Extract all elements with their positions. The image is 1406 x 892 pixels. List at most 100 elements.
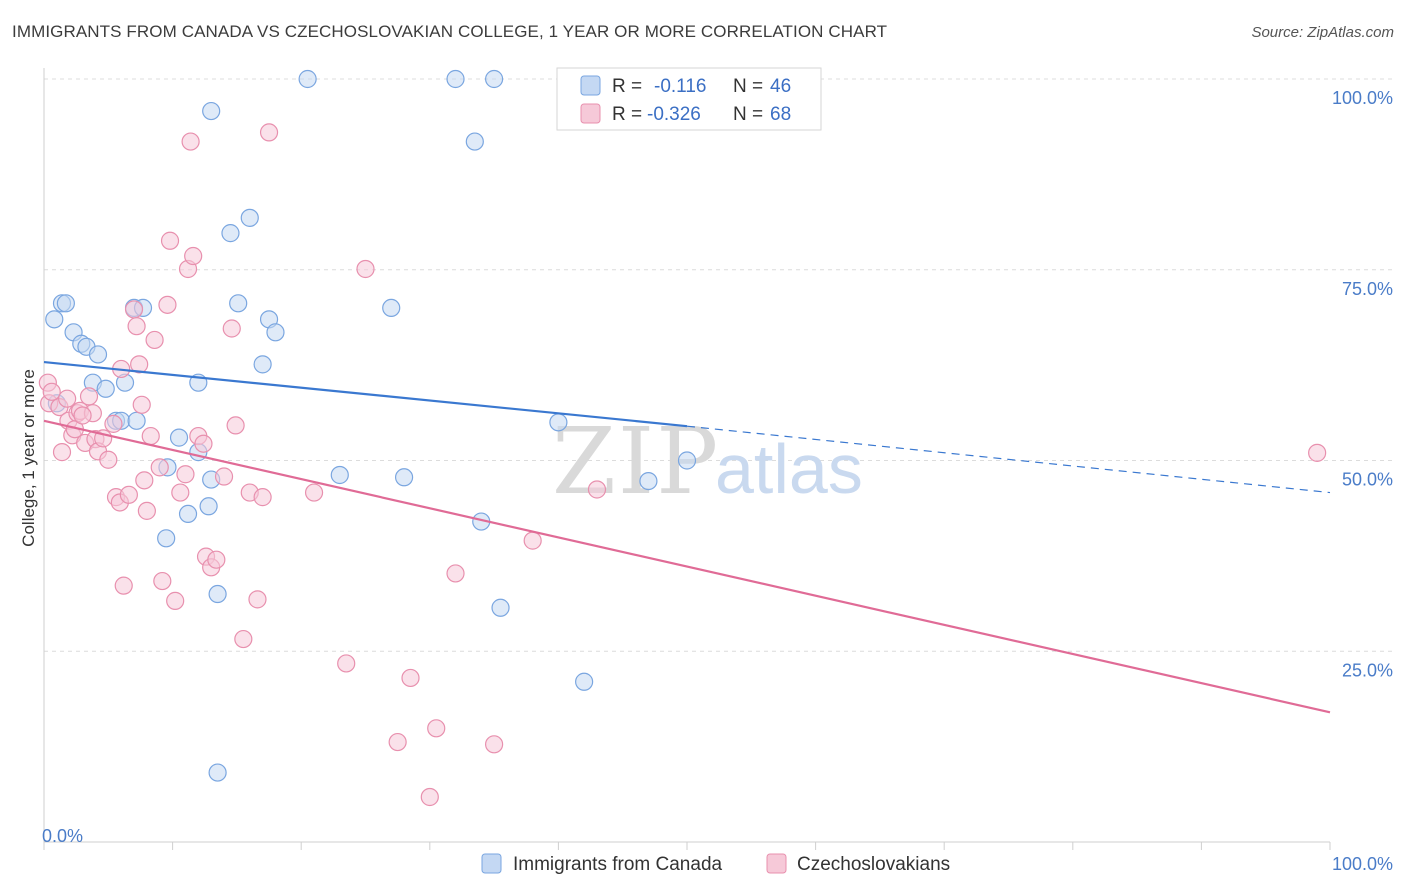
czech-point-46 <box>226 416 245 435</box>
czech-point-32 <box>160 231 180 250</box>
czech-point-61 <box>523 531 542 550</box>
czech-point-62 <box>587 480 607 499</box>
y-tick-label-50: 50.0% <box>1342 470 1393 490</box>
canada-point-13 <box>127 411 146 430</box>
czech-point-3 <box>52 443 72 462</box>
czech-point-65 <box>58 389 77 408</box>
canada-point-33 <box>298 69 317 89</box>
canada-point-26 <box>208 763 227 782</box>
czech-point-57 <box>420 787 439 807</box>
czech-point-67 <box>73 406 92 425</box>
canada-point-34 <box>330 465 349 485</box>
czech-point-58 <box>427 719 446 738</box>
canada-point-43 <box>575 672 594 691</box>
czech-point-30 <box>153 571 172 591</box>
canada-point-24 <box>202 101 221 121</box>
czech-point-44 <box>214 467 234 486</box>
czech-point-63 <box>1308 443 1327 462</box>
czech-point-52 <box>304 483 324 502</box>
czech-point-26 <box>137 501 156 520</box>
czech-point-59 <box>446 564 465 583</box>
trend-line-canada <box>43 360 688 428</box>
czech-point-35 <box>176 465 195 484</box>
legend-swatch-pink <box>580 103 601 124</box>
canada-point-18 <box>169 428 189 447</box>
czech-point-53 <box>337 654 356 673</box>
czech-point-22 <box>127 317 146 336</box>
czech-point-64 <box>42 382 61 401</box>
canada-point-40 <box>485 69 504 89</box>
stats-legend: R = -0.116 N = 46 R = -0.326 N = 68 <box>556 67 822 131</box>
legend-r-value-2: -0.326 <box>647 104 701 125</box>
czech-point-21 <box>124 300 144 319</box>
canada-point-27 <box>221 224 240 243</box>
czech-point-33 <box>166 591 185 610</box>
legend-n-label-1: N = <box>733 76 763 97</box>
legend-r-label-2: R = <box>612 104 642 125</box>
czech-point-29 <box>150 458 169 477</box>
canada-point-41 <box>491 598 510 617</box>
czech-point-54 <box>356 259 375 279</box>
legend-n-label-2: N = <box>733 104 763 125</box>
canada-point-22 <box>199 497 218 516</box>
watermark: ZIP atlas <box>552 408 863 515</box>
czech-point-43 <box>207 550 226 569</box>
czech-point-51 <box>259 123 279 142</box>
czech-point-9 <box>79 387 99 406</box>
trend-line-canada-extension <box>686 425 1331 494</box>
x-tick-label-min: 0.0% <box>42 826 83 846</box>
bottom-legend-swatch-czech <box>766 853 787 874</box>
czech-point-55 <box>388 732 407 752</box>
czech-point-50 <box>253 488 272 507</box>
czech-point-34 <box>171 483 190 502</box>
canada-point-19 <box>178 504 198 524</box>
y-tick-label-25: 25.0% <box>1342 660 1393 680</box>
legend-swatch-blue <box>580 75 601 96</box>
canada-point-36 <box>394 468 414 487</box>
chart-title: IMMIGRANTS FROM CANADA VS CZECHOSLOVAKIA… <box>12 22 888 41</box>
x-tick-label-max: 100.0% <box>1332 854 1393 874</box>
czech-point-60 <box>485 735 504 754</box>
y-tick-label-100: 100.0% <box>1332 88 1393 108</box>
bottom-legend-canada: Immigrants from Canada <box>513 854 723 875</box>
legend-r-label-1: R = <box>612 76 642 97</box>
trend-line-czechoslovakians <box>43 419 1331 714</box>
canada-point-17 <box>157 529 176 548</box>
czech-point-28 <box>145 330 164 350</box>
canada-point-25 <box>208 584 227 604</box>
czech-point-47 <box>234 629 253 649</box>
canada-point-9 <box>96 379 115 398</box>
canada-point-42 <box>549 413 568 432</box>
czech-point-37 <box>181 132 200 151</box>
canada-point-35 <box>382 298 401 317</box>
y-axis-label: College, 1 year or more <box>19 369 38 547</box>
canada-point-45 <box>677 451 697 470</box>
czech-point-45 <box>222 319 241 338</box>
czech-point-23 <box>130 355 149 374</box>
canada-point-32 <box>266 323 285 342</box>
watermark-atlas: atlas <box>715 430 863 508</box>
x-ticks <box>43 842 1331 850</box>
czech-point-31 <box>158 295 177 314</box>
czech-point-49 <box>248 590 267 609</box>
bottom-legend-czechoslovakians: Czechoslovakians <box>797 854 950 875</box>
trend-lines <box>43 360 1331 714</box>
canada-point-28 <box>229 294 248 313</box>
canada-point-2 <box>56 294 75 313</box>
canada-point-29 <box>240 208 259 227</box>
canada-point-37 <box>446 69 465 89</box>
czech-point-15 <box>104 414 123 433</box>
czech-point-19 <box>114 576 133 595</box>
czech-point-40 <box>194 434 213 453</box>
canada-point-44 <box>639 472 658 491</box>
grid-lines <box>44 78 1392 652</box>
bottom-legend-swatch-canada <box>481 853 502 874</box>
series-legend: Immigrants from Canada Czechoslovakians <box>481 853 950 875</box>
czech-point-25 <box>135 471 154 490</box>
czech-point-27 <box>141 426 160 446</box>
czech-point-20 <box>119 485 138 504</box>
canada-point-7 <box>88 345 108 364</box>
czech-point-38 <box>184 246 203 266</box>
y-tick-label-75: 75.0% <box>1342 279 1393 299</box>
